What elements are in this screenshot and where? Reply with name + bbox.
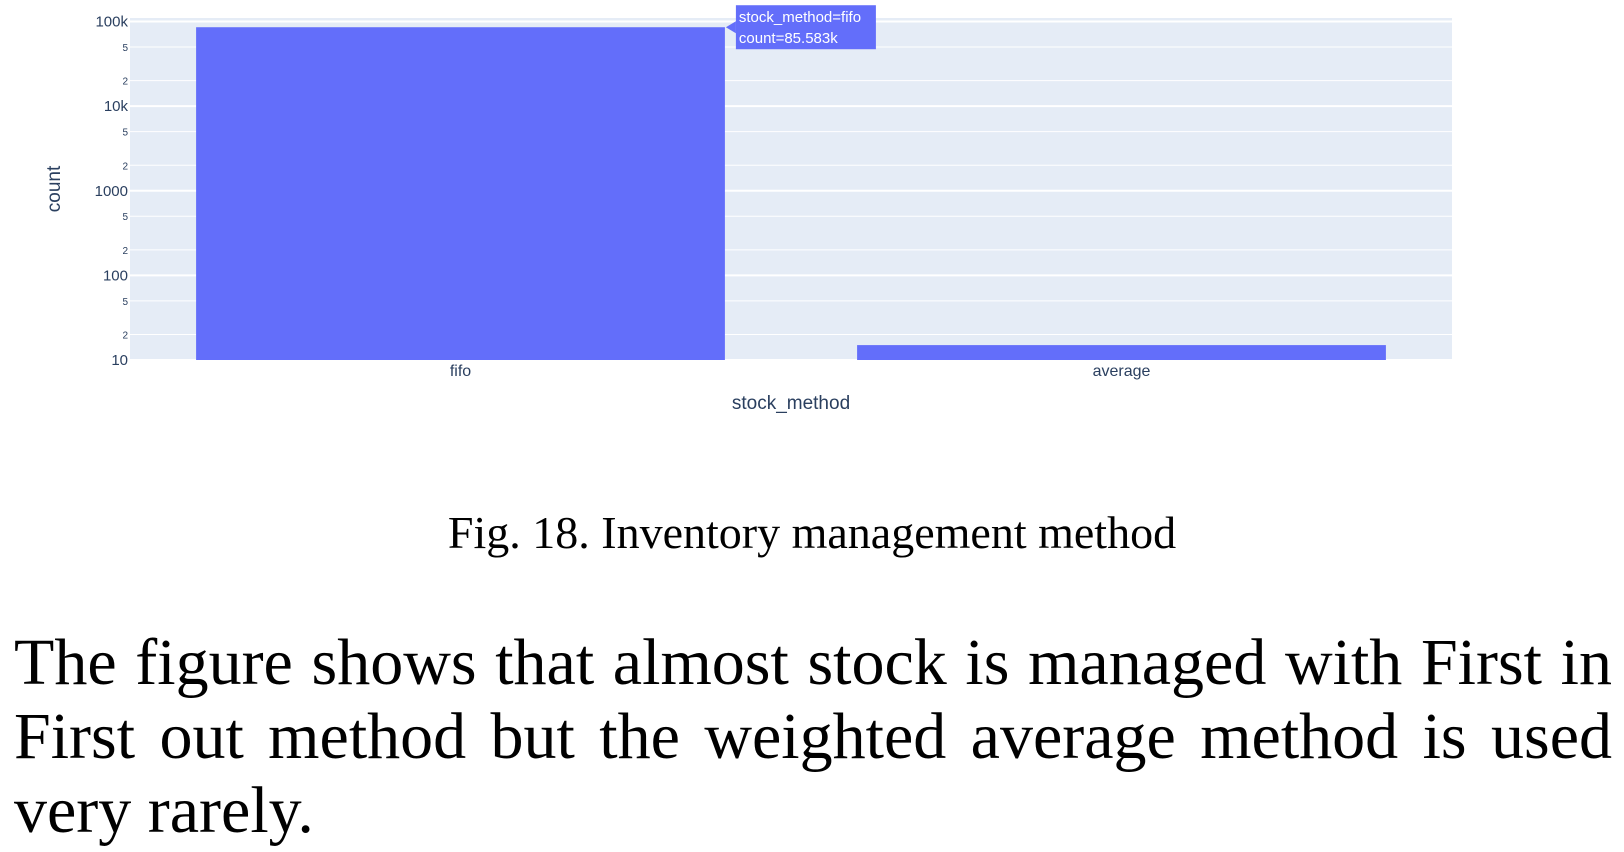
bar-fifo[interactable] [196, 27, 725, 360]
x-tick-labels: fifo average [450, 363, 1151, 380]
x-axis-title: stock_method [732, 393, 850, 414]
x-tick-label-average: average [1093, 363, 1151, 380]
y-minor-tick-label: 2 [122, 331, 128, 342]
y-axis-title: count [44, 165, 65, 212]
body-paragraph: The figure shows that almost stock is ma… [14, 626, 1612, 847]
y-minor-tick-label: 5 [122, 212, 128, 223]
tooltip-box [735, 5, 876, 50]
y-minor-tick-label: 2 [122, 161, 128, 172]
y-tick-label: 1000 [95, 183, 128, 200]
bar-average[interactable] [857, 345, 1386, 360]
tooltip-line-1: stock_method=fifo [739, 9, 861, 26]
figure-caption: Fig. 18. Inventory management method [447, 507, 1177, 558]
tooltip-pointer [725, 21, 736, 34]
bars [196, 27, 1386, 360]
tooltip-line-2: count=85.583k [739, 30, 838, 47]
bar-chart: 10 100 1000 10k 100k 2 5 2 5 2 5 2 5 fifo average sto… [44, 5, 1452, 414]
y-minor-tick-label: 2 [122, 246, 128, 257]
y-minor-tick-label: 5 [122, 43, 128, 54]
y-tick-labels: 10 100 1000 10k 100k 2 5 2 5 2 5 2 5 [95, 14, 129, 369]
hover-tooltip: stock_method=fifo count=85.583k [725, 5, 876, 50]
y-minor-tick-label: 5 [122, 128, 128, 139]
y-tick-label: 100k [95, 14, 128, 31]
x-tick-label-fifo: fifo [450, 363, 471, 380]
y-tick-label: 10k [104, 98, 129, 115]
y-minor-tick-label: 2 [122, 77, 128, 88]
y-tick-label: 100 [103, 267, 128, 284]
y-minor-tick-label: 5 [122, 297, 128, 308]
y-tick-label: 10 [111, 352, 128, 369]
